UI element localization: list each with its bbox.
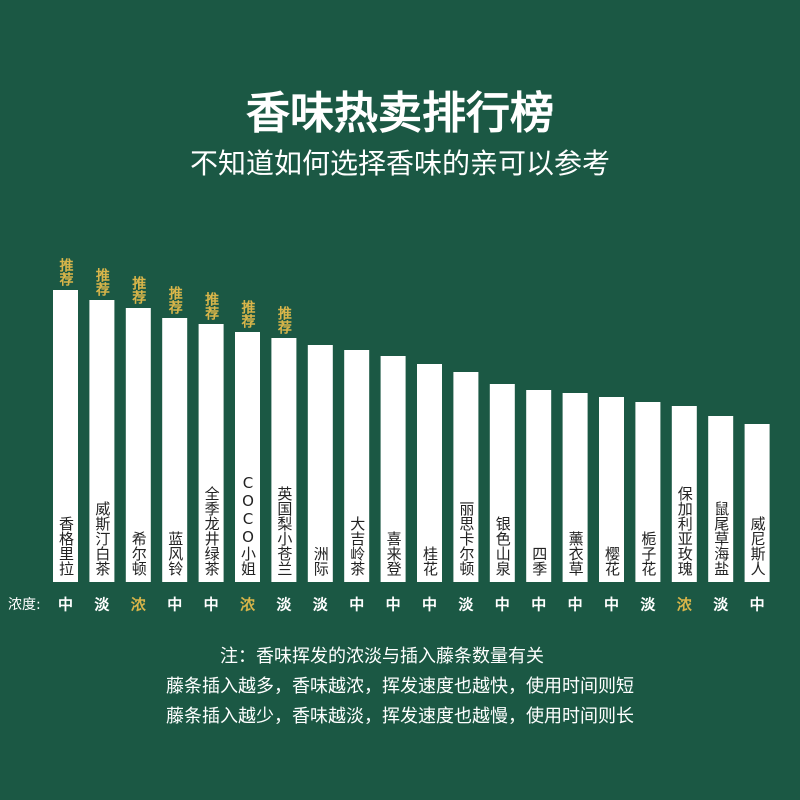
concentration: 中 (531, 596, 546, 614)
bar (380, 356, 406, 582)
chart-title: 香味热卖排行榜 (246, 88, 554, 139)
concentration: 中 (58, 596, 73, 614)
concentration: 浓 (240, 596, 256, 614)
concentration: 中 (167, 596, 182, 614)
concentration: 中 (604, 596, 619, 614)
concentration: 淡 (640, 596, 656, 614)
concentration: 淡 (713, 596, 729, 614)
bar (198, 324, 224, 582)
bar-label: 薰衣草 (567, 531, 585, 576)
concentration: 浓 (131, 596, 147, 614)
bar-label: 威斯汀白茶 (93, 501, 111, 576)
bar-label: 桂花 (421, 546, 439, 577)
bar-label: 蓝风铃 (166, 531, 184, 576)
bar (562, 393, 588, 582)
bar (53, 290, 78, 582)
concentration: 中 (349, 596, 364, 614)
bar (417, 364, 442, 582)
bar (89, 300, 115, 582)
bar (599, 397, 624, 582)
recommend-badge: 推荐 (94, 267, 110, 297)
bar (671, 406, 697, 582)
recommend-badge: 推荐 (276, 305, 292, 335)
bar-label: 英国梨小苍兰 (275, 485, 293, 576)
bar-label: 希尔顿 (130, 531, 148, 576)
bar (125, 308, 151, 582)
recommend-badge: 推荐 (167, 285, 183, 315)
bar-label: 栀子花 (639, 531, 657, 577)
bar (489, 384, 515, 582)
recommend-badge: 推荐 (240, 299, 256, 329)
bar (162, 318, 188, 582)
recommend-badge: 推荐 (58, 257, 74, 287)
bar-label: 丽思卡尔顿 (457, 501, 475, 576)
bar (635, 402, 661, 582)
bar-label: 洲际 (312, 546, 330, 577)
concentration: 中 (750, 596, 765, 614)
bar-label: 鼠尾草海盐 (712, 501, 730, 576)
bar (708, 416, 734, 582)
note: 注：香味挥发的浓淡与插入藤条数量有关 (220, 646, 544, 667)
bar-label: 银色山泉 (494, 516, 512, 576)
bar (271, 338, 297, 582)
bar (453, 372, 479, 582)
bar-label: 喜来登 (385, 531, 403, 576)
concentration: 淡 (276, 596, 292, 614)
concentration: 中 (386, 596, 401, 614)
concentration: 中 (568, 596, 583, 614)
bar (744, 424, 770, 582)
recommend-badge: 推荐 (203, 291, 219, 321)
bar-label: 樱花 (603, 546, 621, 577)
concentration: 淡 (313, 596, 329, 614)
concentration-label: 浓度: (8, 597, 41, 613)
concentration: 中 (422, 596, 437, 614)
chart-subtitle: 不知道如何选择香味的亲可以参考 (190, 147, 610, 180)
bar (344, 350, 370, 582)
bar (307, 345, 333, 582)
bar (526, 390, 552, 582)
bar-label: 威尼斯人 (749, 516, 767, 576)
concentration: 中 (204, 596, 219, 614)
bar-label: 四季 (530, 546, 548, 577)
bar (235, 332, 260, 582)
note: 藤条插入越少，香味越淡，挥发速度也越慢，使用时间则长 (166, 706, 634, 727)
bar-label: 香格里拉 (57, 516, 75, 577)
concentration: 中 (495, 596, 510, 614)
concentration: 浓 (677, 596, 693, 614)
bar-label: 大吉岭茶 (348, 516, 366, 576)
bar-label: 保加利亚玫瑰 (676, 486, 694, 577)
concentration: 淡 (94, 596, 110, 614)
recommend-badge: 推荐 (130, 275, 146, 305)
bar-label: 全季龙井绿茶 (203, 485, 221, 576)
bar-label: COCO小姐 (239, 474, 257, 576)
concentration: 淡 (458, 596, 474, 614)
note: 藤条插入越多，香味越浓，挥发速度也越快，使用时间则短 (166, 676, 634, 697)
